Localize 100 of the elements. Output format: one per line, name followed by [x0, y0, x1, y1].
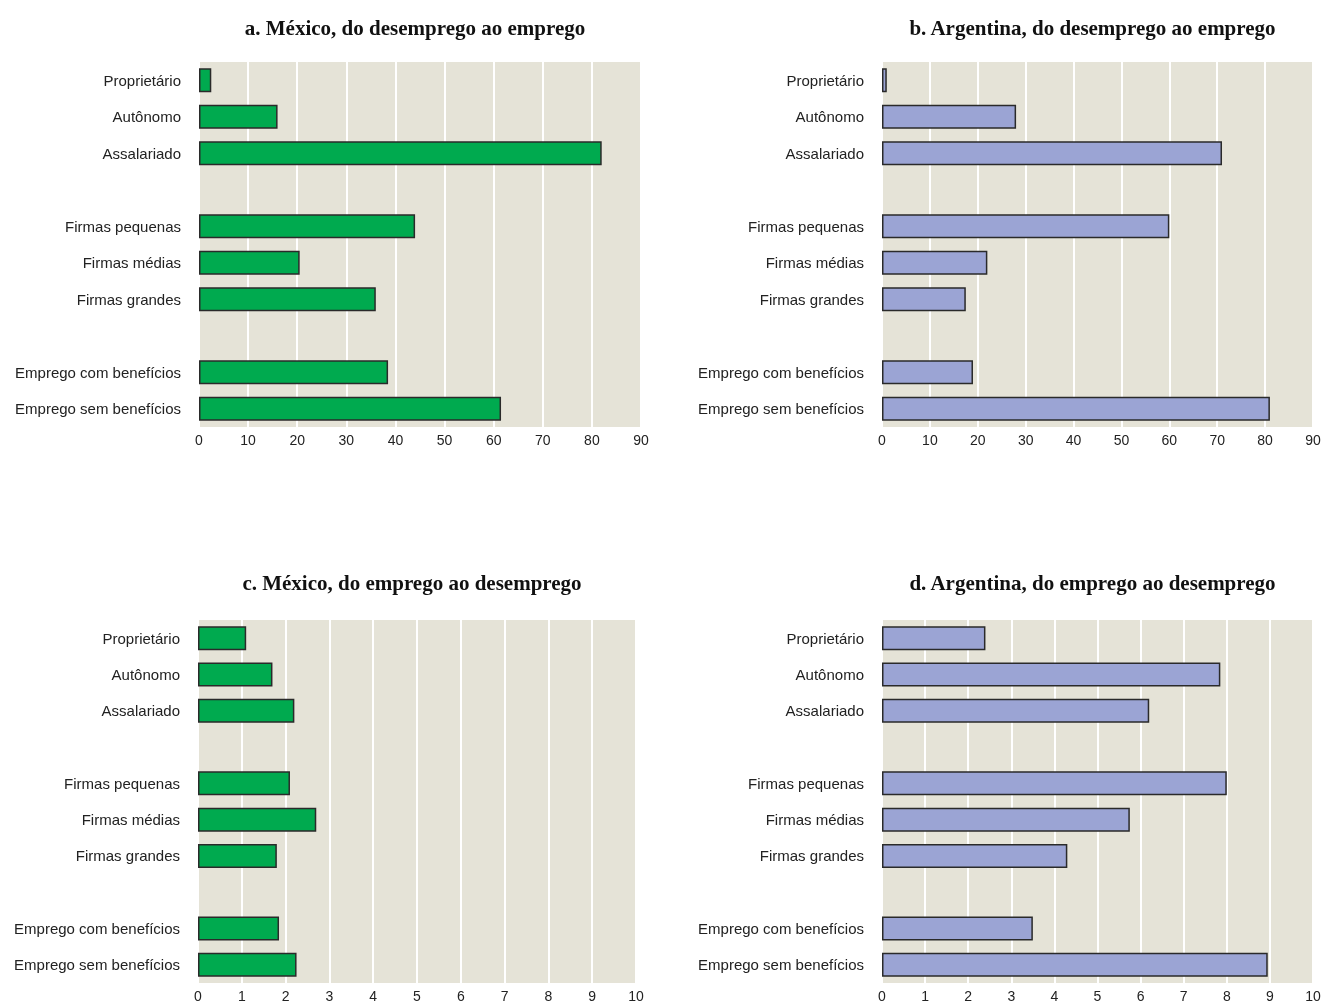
x-tick-label: 1: [237, 988, 246, 1003]
bar: [198, 916, 280, 941]
bar: [198, 952, 297, 977]
x-tick-label: 0: [194, 988, 203, 1003]
bar: [199, 396, 502, 421]
y-tick-label: Emprego com benefícios: [698, 363, 864, 381]
bar: [882, 771, 1227, 796]
x-tick-label: 2: [281, 988, 290, 1003]
x-tick-label: 0: [878, 988, 887, 1003]
x-tick-label: 3: [1007, 988, 1016, 1003]
bar: [198, 662, 273, 687]
x-tick-label: 20: [289, 432, 306, 448]
x-tick-label: 9: [588, 988, 597, 1003]
x-tick-label: 6: [1136, 988, 1145, 1003]
bar: [882, 952, 1268, 977]
chart-title: c. México, do emprego ao desemprego: [242, 570, 582, 595]
x-tick-label: 4: [369, 988, 378, 1003]
bar: [882, 807, 1130, 832]
y-tick-label: Firmas grandes: [759, 290, 864, 308]
y-tick-label: Emprego com benefícios: [698, 920, 864, 938]
y-tick-label: Firmas médias: [82, 254, 181, 272]
x-tick-label: 80: [584, 432, 600, 448]
y-tick-label: Firmas pequenas: [748, 774, 864, 792]
y-tick-label: Emprego sem benefícios: [698, 956, 864, 974]
x-tick-label: 50: [436, 432, 453, 448]
y-tick-label: Proprietário: [103, 71, 181, 89]
y-tick-label: Proprietário: [786, 71, 864, 89]
y-tick-label: Proprietário: [786, 629, 864, 647]
x-tick-label: 10: [922, 432, 938, 448]
bar: [199, 104, 278, 129]
bar: [882, 396, 1270, 421]
y-tick-label: Emprego com benefícios: [15, 363, 181, 381]
bar: [198, 771, 290, 796]
chart-title: d. Argentina, do emprego ao desemprego: [909, 570, 1276, 595]
x-tick-label: 4: [1050, 988, 1059, 1003]
y-tick-label: Assalariado: [101, 702, 180, 720]
x-tick-label: 10: [1305, 988, 1321, 1003]
x-tick-label: 6: [456, 988, 465, 1003]
x-tick-label: 50: [1113, 432, 1130, 448]
x-tick-label: 5: [413, 988, 422, 1003]
x-tick-label: 0: [878, 432, 887, 448]
y-tick-label: Assalariado: [102, 144, 181, 162]
bar: [199, 141, 602, 166]
x-tick-label: 30: [1017, 432, 1034, 448]
bar: [199, 287, 376, 312]
bar: [882, 214, 1170, 239]
chart-title: a. México, do desemprego ao emprego: [244, 15, 586, 40]
x-tick-label: 90: [1305, 432, 1321, 448]
bar: [882, 626, 986, 651]
y-tick-label: Firmas médias: [765, 811, 864, 829]
bar: [882, 250, 988, 275]
x-tick-label: 5: [1093, 988, 1102, 1003]
y-tick-label: Autônomo: [112, 108, 181, 126]
bar: [198, 698, 295, 723]
x-tick-label: 9: [1266, 988, 1274, 1003]
bar: [882, 141, 1223, 166]
bar: [882, 287, 966, 312]
x-tick-label: 2: [964, 988, 973, 1003]
y-tick-label: Firmas médias: [765, 254, 864, 272]
y-tick-label: Autônomo: [795, 108, 864, 126]
x-tick-label: 3: [325, 988, 334, 1003]
y-tick-label: Proprietário: [102, 629, 180, 647]
x-tick-label: 1: [921, 988, 930, 1003]
x-tick-label: 20: [969, 432, 986, 448]
y-tick-label: Emprego sem benefícios: [14, 956, 180, 974]
x-tick-label: 60: [485, 432, 502, 448]
x-tick-label: 40: [387, 432, 404, 448]
y-tick-label: Assalariado: [785, 144, 864, 162]
y-tick-label: Firmas grandes: [76, 290, 181, 308]
bar: [882, 916, 1033, 941]
y-tick-label: Firmas grandes: [759, 847, 864, 865]
bar: [882, 360, 973, 385]
x-tick-label: 90: [633, 432, 649, 448]
x-tick-label: 7: [500, 988, 509, 1003]
bar: [882, 104, 1017, 129]
x-tick-label: 70: [534, 432, 551, 448]
x-tick-label: 40: [1065, 432, 1082, 448]
x-tick-label: 70: [1209, 432, 1226, 448]
bar: [198, 626, 247, 651]
bar: [882, 698, 1150, 723]
x-tick-label: 60: [1161, 432, 1178, 448]
y-tick-label: Firmas pequenas: [64, 774, 180, 792]
y-tick-label: Firmas grandes: [75, 847, 180, 865]
x-tick-label: 8: [544, 988, 553, 1003]
bar: [198, 843, 277, 868]
bar: [199, 214, 416, 239]
chart-title: b. Argentina, do desemprego ao emprego: [909, 15, 1276, 40]
y-tick-label: Autônomo: [111, 665, 180, 683]
y-tick-label: Firmas pequenas: [65, 217, 181, 235]
x-tick-label: 7: [1179, 988, 1188, 1003]
x-tick-label: 10: [628, 988, 644, 1003]
bar: [198, 807, 317, 832]
x-tick-label: 80: [1257, 432, 1274, 448]
y-tick-label: Autônomo: [795, 665, 864, 683]
bar: [882, 662, 1221, 687]
y-tick-label: Emprego sem benefícios: [15, 400, 181, 418]
bar: [882, 843, 1068, 868]
y-tick-label: Firmas médias: [81, 811, 180, 829]
y-tick-label: Assalariado: [785, 702, 864, 720]
x-tick-label: 0: [195, 432, 204, 448]
